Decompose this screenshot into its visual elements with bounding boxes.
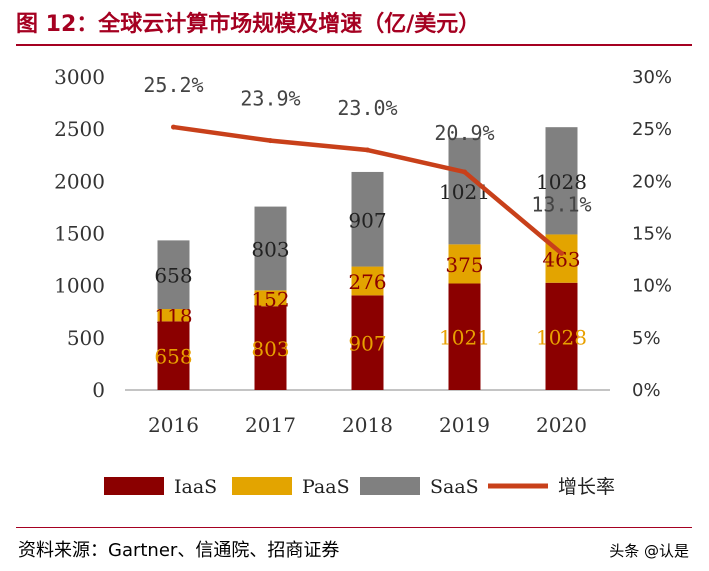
bar-saas — [254, 206, 287, 291]
legend-label: IaaS — [174, 476, 217, 498]
bar-saas — [545, 127, 578, 235]
bar-value-label: 1028 — [536, 170, 587, 194]
y-right-tick-label: 10% — [632, 276, 672, 297]
bar-saas — [157, 240, 190, 310]
legend-swatch-saas — [360, 477, 420, 495]
x-tick-label: 2019 — [439, 413, 490, 437]
bar-iaas — [351, 295, 384, 390]
y-tick-label: 2000 — [54, 169, 105, 193]
y-tick-label: 1500 — [54, 222, 105, 246]
bar-paas — [157, 309, 190, 322]
x-tick-label: 2016 — [148, 413, 199, 437]
bar-value-label: 1028 — [536, 325, 587, 349]
y-right-tick-label: 30% — [632, 67, 672, 88]
y-right-tick-label: 5% — [632, 328, 661, 349]
bar-saas — [448, 137, 481, 245]
bar-value-label: 1021 — [439, 180, 490, 204]
y-right-tick-label: 15% — [632, 224, 672, 245]
bar-value-label: 276 — [348, 270, 386, 294]
bar-value-label: 1021 — [439, 326, 490, 350]
watermark: 头条 @认是 — [609, 542, 689, 560]
source-note: 资料来源：Gartner、信通院、招商证券 — [18, 540, 340, 561]
legend-swatch-iaas — [104, 477, 164, 495]
y-tick-label: 500 — [67, 326, 105, 350]
legend-label: PaaS — [302, 476, 350, 498]
chart-title: 图 12：全球云计算市场规模及增速（亿/美元） — [16, 12, 481, 37]
bar-iaas — [254, 306, 287, 390]
bar-paas — [448, 244, 481, 284]
bar-value-label: 803 — [251, 337, 289, 361]
growth-rate-point — [559, 250, 564, 256]
footer-divider — [16, 527, 692, 528]
y-tick-label: 1000 — [54, 274, 105, 298]
bar-iaas — [448, 283, 481, 390]
legend-swatch-paas — [232, 477, 292, 495]
y-right-tick-label: 20% — [632, 171, 672, 192]
growth-rate-label: 13.1% — [531, 192, 591, 216]
growth-rate-label: 25.2% — [143, 73, 203, 97]
y-tick-label: 3000 — [54, 65, 105, 89]
bar-value-label: 375 — [445, 253, 483, 277]
growth-rate-label: 23.0% — [337, 96, 397, 120]
y-right-tick-label: 25% — [632, 119, 672, 140]
x-tick-label: 2017 — [245, 413, 296, 437]
y-tick-label: 0 — [92, 378, 105, 402]
bar-paas — [254, 290, 287, 307]
growth-rate-point — [268, 138, 273, 144]
bar-value-label: 152 — [251, 287, 289, 311]
y-right-tick-label: 0% — [632, 380, 661, 401]
title-divider — [16, 44, 692, 46]
x-tick-label: 2018 — [342, 413, 393, 437]
y-tick-label: 2500 — [54, 117, 105, 141]
legend-label: SaaS — [430, 476, 479, 498]
bar-iaas — [157, 321, 190, 390]
bar-value-label: 907 — [348, 332, 386, 356]
bar-value-label: 658 — [154, 264, 192, 288]
bar-iaas — [545, 282, 578, 390]
bar-value-label: 803 — [251, 237, 289, 261]
growth-rate-point — [365, 147, 370, 153]
bar-value-label: 658 — [154, 345, 192, 369]
growth-rate-label: 23.9% — [240, 87, 300, 111]
bar-paas — [351, 266, 384, 296]
bar-value-label: 907 — [348, 208, 386, 232]
growth-rate-point — [171, 124, 176, 130]
legend-label: 增长率 — [558, 476, 615, 498]
x-tick-label: 2020 — [536, 413, 587, 437]
growth-rate-label: 20.9% — [434, 121, 494, 145]
growth-rate-point — [462, 169, 467, 175]
bar-saas — [351, 171, 384, 267]
